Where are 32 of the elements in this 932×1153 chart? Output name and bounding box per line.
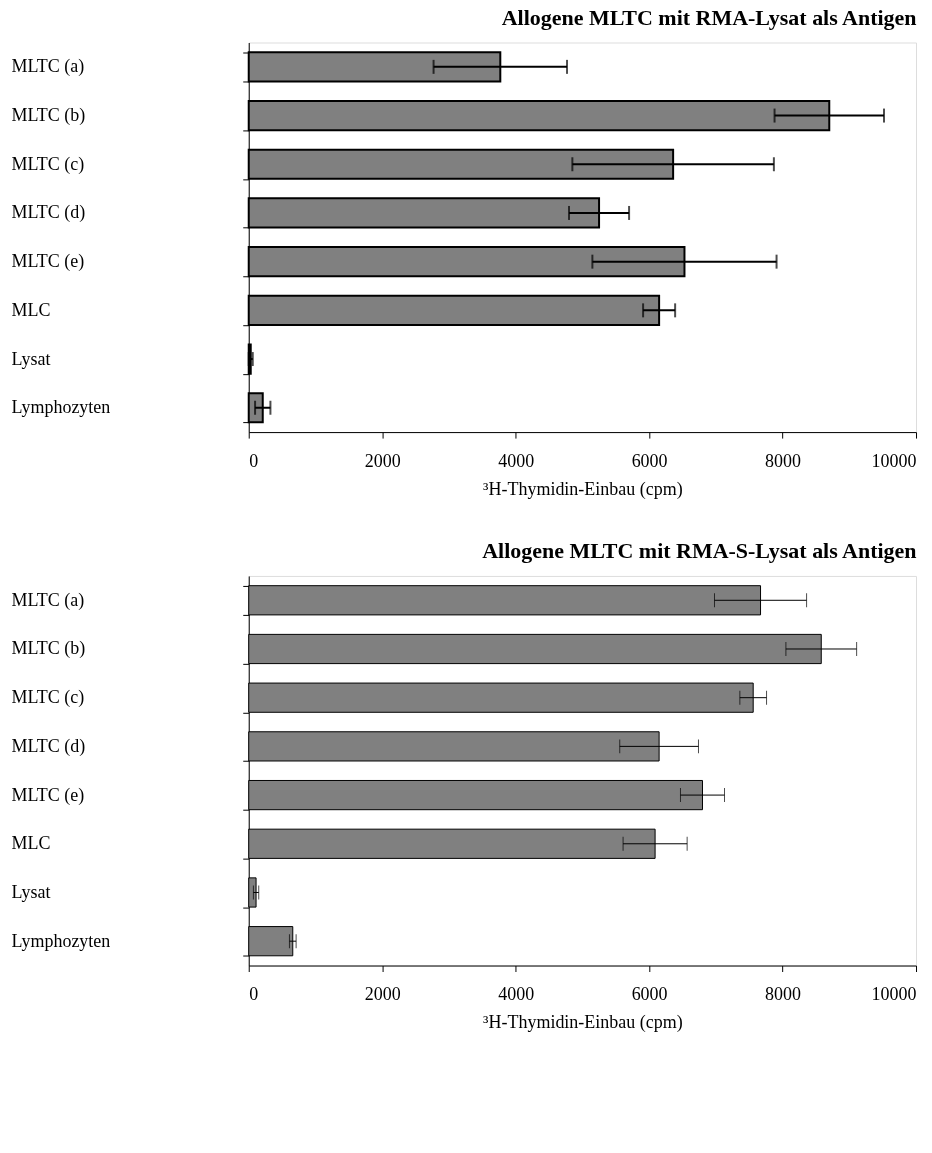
- y-tick-label: MLTC (a): [11, 56, 85, 78]
- y-tick-label: MLC: [11, 299, 51, 320]
- x-tick-label: 2000: [364, 983, 401, 1004]
- y-tick-label: Lymphozyten: [11, 397, 111, 418]
- x-tick-label: 8000: [765, 983, 802, 1004]
- y-tick-label: MLTC (d): [11, 735, 86, 757]
- x-axis-title: ³H-Thymidin-Einbau (cpm): [483, 478, 683, 500]
- x-tick-label: 2000: [364, 450, 401, 471]
- x-tick-label: 10000: [871, 983, 917, 1004]
- y-tick-label: Lysat: [11, 348, 51, 369]
- y-tick-label: MLTC (d): [11, 202, 86, 224]
- y-tick-label: MLC: [11, 833, 51, 854]
- y-tick-label: Lysat: [11, 881, 51, 902]
- y-tick-label: MLTC (b): [11, 105, 86, 127]
- chart-title: Allogene MLTC mit RMA-S-Lysat als Antigen: [482, 537, 917, 563]
- y-tick-label: MLTC (a): [11, 589, 85, 611]
- x-tick-label: 0: [249, 983, 259, 1004]
- y-tick-label: MLTC (c): [11, 687, 85, 709]
- x-tick-label: 0: [249, 450, 259, 471]
- y-tick-label: MLTC (b): [11, 638, 86, 660]
- y-tick-label: MLTC (c): [11, 153, 85, 175]
- x-tick-label: 4000: [498, 450, 535, 471]
- x-tick-label: 4000: [498, 983, 535, 1004]
- x-tick-label: 6000: [631, 983, 668, 1004]
- x-tick-label: 10000: [871, 450, 917, 471]
- y-tick-label: Lymphozyten: [11, 930, 111, 951]
- y-tick-label: MLTC (e): [11, 251, 85, 273]
- x-axis-title: ³H-Thymidin-Einbau (cpm): [483, 1011, 683, 1033]
- x-tick-label: 8000: [765, 450, 802, 471]
- x-tick-label: 6000: [631, 450, 668, 471]
- y-tick-label: MLTC (e): [11, 784, 85, 806]
- chart-title: Allogene MLTC mit RMA-Lysat als Antigen: [501, 4, 917, 30]
